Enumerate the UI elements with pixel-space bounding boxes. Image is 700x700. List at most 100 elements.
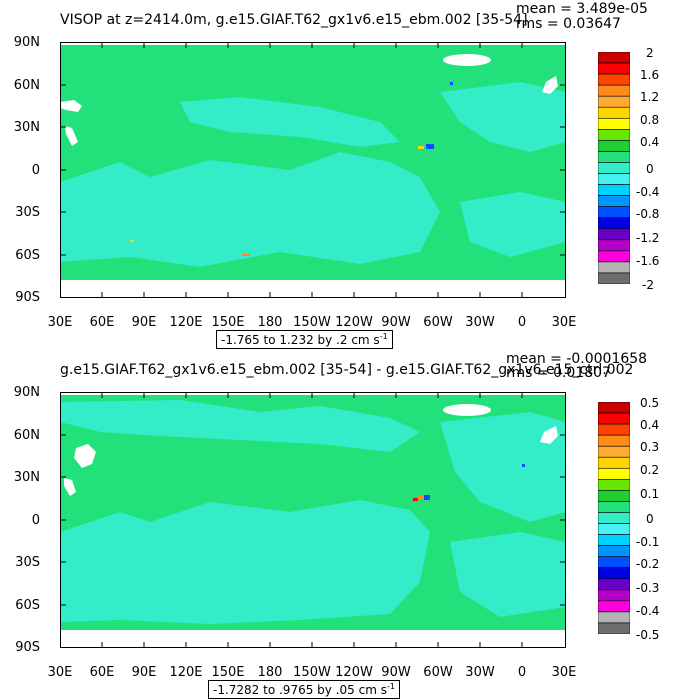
colorbar-swatch [597,445,631,458]
colorbar-label: 1.2 [640,90,660,104]
lon-label: 150E [211,315,245,330]
lon-label: 0 [517,315,527,330]
colorbar-swatch [597,611,631,624]
colorbar-label: -0.3 [636,581,660,595]
panel-2-landmass [64,478,76,496]
panel-2-arctic-edge [60,392,566,395]
colorbar-label: 0.4 [640,135,660,149]
lon-label: 30W [465,315,495,330]
lat-label: 90S [15,290,40,305]
colorbar-label: 0.3 [640,440,660,454]
lon-label: 60W [423,665,453,680]
panel-1-anomaly [418,146,424,149]
panel-1-colorbar [597,51,631,288]
panel-1-negative-region [460,192,566,257]
panel-1-arctic-edge [60,42,566,45]
colorbar-swatch [597,401,631,414]
lon-label: 60E [89,315,115,330]
colorbar-swatch [597,129,631,141]
panel-2-negative-region [60,500,430,624]
colorbar-swatch [597,272,631,285]
lat-label: 0 [31,513,40,528]
colorbar-swatch [597,556,631,569]
colorbar-swatch [597,250,631,263]
panel-2-range-exponent: -1 [386,682,395,691]
lon-label: 90E [131,315,157,330]
colorbar-label: -1.2 [636,231,660,245]
lon-label: 30E [47,315,73,330]
lat-label: 90N [13,385,40,400]
colorbar-swatch [597,534,631,546]
panel-1-range-exponent: -1 [379,332,388,341]
panel-1-range-box: -1.765 to 1.232 by .2 cm s-1 [216,330,393,349]
panel-2-landmass [540,426,558,444]
panel-1-landmass [65,126,78,146]
colorbar-swatch [597,467,631,480]
colorbar-label: -0.4 [636,604,660,618]
colorbar-swatch [597,140,631,152]
panel-2-colorbar [597,401,631,638]
lon-label: 60W [423,315,453,330]
panel-2-landmass [74,444,96,468]
colorbar-swatch [597,239,631,252]
lat-label: 30S [15,205,40,220]
colorbar-label: -1.6 [636,254,660,268]
panel-1-negative-region [60,152,440,267]
panel-1-anomaly [450,82,453,85]
colorbar-label: 0.5 [640,396,660,410]
colorbar-swatch [597,490,631,502]
lon-label: 0 [517,665,527,680]
colorbar-label: 0.1 [640,487,660,501]
lon-label: 180 [257,665,283,680]
panel-1-ticks [60,42,566,298]
colorbar-swatch [597,228,631,241]
colorbar-swatch [597,73,631,86]
lon-label: 150E [211,665,245,680]
panel-1-anomaly [426,144,434,149]
colorbar-swatch [597,173,631,185]
lat-label: 60N [13,428,40,443]
colorbar-swatch [597,62,631,75]
lat-label: 60S [15,598,40,613]
colorbar-label: 0 [646,162,654,176]
colorbar-swatch [597,151,631,163]
panel-2-greenland [443,404,491,416]
panel-2-ticks [60,392,566,648]
panel-1-map [60,42,566,298]
panel-2-anomaly [522,464,525,467]
colorbar-swatch [597,84,631,97]
colorbar-swatch [597,95,631,108]
colorbar-label: 0.2 [640,463,660,477]
panel-2-title: g.e15.GIAF.T62_gx1v6.e15_ebm.002 [35-54]… [60,362,634,378]
colorbar-swatch [597,106,631,119]
panel-2-colorbar-swatches [597,401,631,635]
lat-label: 30N [13,120,40,135]
panel-2-anomaly [413,498,418,501]
panel-2-range-box: -1.7282 to .9765 by .05 cm s-1 [208,680,400,699]
panel-1-anomaly [242,254,250,256]
colorbar-swatch [597,184,631,196]
panel-2-mean: mean = -0.0001658 [506,351,648,367]
panel-1-negative-region [440,82,566,152]
colorbar-label: -0.8 [636,207,660,221]
lon-label: 120W [335,315,373,330]
colorbar-swatch [597,51,631,64]
panel-2-negative-region [60,400,420,452]
panel-2-range-text: -1.7282 to .9765 by .05 cm s [213,683,387,697]
lat-label: 60N [13,78,40,93]
colorbar-label: 0.8 [640,113,660,127]
lon-label: 90W [381,315,411,330]
colorbar-swatch [597,567,631,580]
colorbar-swatch [597,162,631,174]
panel-1-colorbar-swatches [597,51,631,285]
colorbar-label: -0.1 [636,535,660,549]
panel-1-landmass [542,76,558,94]
colorbar-swatch [597,456,631,469]
panel-1-mean: mean = 3.489e-05 [516,1,648,17]
lon-label: 90E [131,665,157,680]
colorbar-swatch [597,261,631,274]
colorbar-swatch [597,206,631,219]
panel-1-anomaly [130,240,134,242]
panel-2-anomaly [424,495,430,500]
colorbar-label: -0.2 [636,557,660,571]
